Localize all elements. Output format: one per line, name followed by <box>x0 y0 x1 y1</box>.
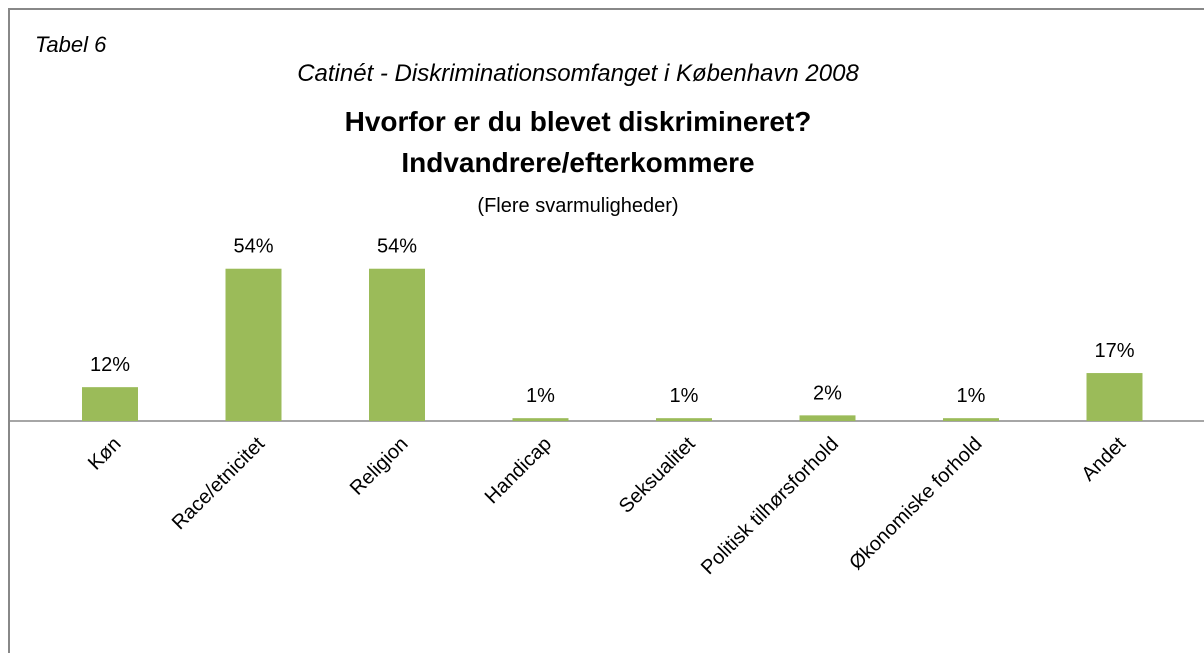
bar <box>369 268 425 421</box>
value-label: 12% <box>90 354 130 376</box>
bar <box>512 418 569 421</box>
bar <box>943 418 999 421</box>
value-label: 2% <box>813 382 842 404</box>
bar <box>656 418 712 421</box>
bar <box>799 415 856 421</box>
bar <box>225 268 282 421</box>
value-label: 54% <box>377 236 417 258</box>
bar <box>1086 373 1143 421</box>
table-label: Tabel 6 <box>35 32 107 57</box>
chart-title: Indvandrere/efterkommere <box>401 147 754 178</box>
value-label: 1% <box>670 385 699 407</box>
value-label: 54% <box>233 236 273 258</box>
chart-title: Hvorfor er du blevet diskrimineret? <box>345 106 812 137</box>
chart-subtitle: Catinét - Diskriminationsomfanget i Købe… <box>297 60 859 87</box>
value-label: 17% <box>1094 340 1134 362</box>
value-label: 1% <box>526 385 555 407</box>
frame <box>8 8 1204 653</box>
chart-note: (Flere svarmuligheder) <box>477 195 678 217</box>
bar <box>82 387 138 421</box>
value-label: 1% <box>957 385 986 407</box>
